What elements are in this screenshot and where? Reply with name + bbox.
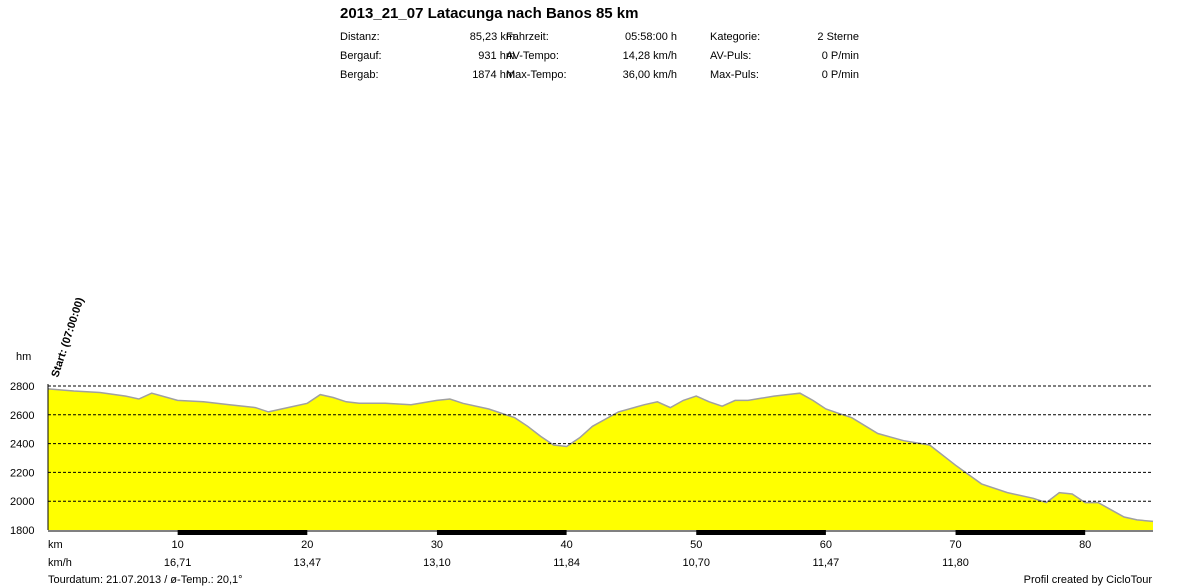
stat-label: Fahrzeit: [506, 31, 549, 43]
speed-label: 11,47 [813, 557, 840, 569]
speed-label: 16,71 [164, 557, 192, 569]
x-tick-label: 30 [431, 539, 443, 551]
stats-block: Distanz: 85,23 km Fahrzeit: 05:58:00 h K… [340, 28, 860, 85]
stat-label: Distanz: [340, 31, 380, 43]
y-tick-label: 1800 [10, 525, 34, 537]
distance-band [177, 530, 308, 535]
stat-value: 0 P/min [821, 50, 859, 62]
speed-label: 13,10 [423, 557, 451, 569]
stat-label: AV-Tempo: [506, 50, 559, 62]
chart-title: 2013_21_07 Latacunga nach Banos 85 km [340, 5, 639, 22]
speed-axis-label: km/h [48, 557, 72, 569]
stat-label: AV-Puls: [710, 50, 752, 62]
y-tick-label: 2600 [10, 410, 34, 422]
stat-value: 85,23 km [469, 31, 515, 43]
y-tick-label: 2800 [10, 381, 34, 393]
start-annotation: Start: (07:00:00) [49, 296, 86, 379]
x-tick-label: 40 [560, 539, 572, 551]
speed-label: 13,47 [294, 557, 322, 569]
stat-value: 14,28 km/h [622, 50, 677, 62]
elevation-area [48, 388, 1153, 530]
stat-value: 05:58:00 h [625, 31, 677, 43]
x-axis-label: km [48, 539, 63, 551]
distance-band [955, 530, 1086, 535]
stat-label: Max-Tempo: [506, 69, 567, 81]
stat-value: 1874 hm [472, 69, 515, 81]
x-tick-label: 70 [949, 539, 961, 551]
created-by-credit: Profil created by CicloTour [1023, 574, 1152, 586]
x-tick-label: 10 [172, 539, 184, 551]
stat-label: Kategorie: [710, 31, 761, 43]
x-tick-label: 60 [820, 539, 832, 551]
y-tick-label: 2200 [10, 467, 34, 479]
x-tick-label: 50 [690, 539, 702, 551]
x-tick-label: 80 [1079, 539, 1091, 551]
tour-date-temp: Tourdatum: 21.07.2013 / ø-Temp.: 20,1° [48, 574, 243, 586]
stat-value: 931 hm [478, 50, 515, 62]
speed-label: 10,70 [682, 557, 710, 569]
y-tick-label: 2400 [10, 439, 34, 451]
y-tick-label: 2000 [10, 496, 34, 508]
stat-value: 2 Sterne [817, 31, 859, 43]
speed-label: 11,84 [553, 557, 580, 569]
stat-label: Bergab: [340, 69, 379, 81]
speed-label: 11,80 [942, 557, 969, 569]
x-tick-label: 20 [301, 539, 313, 551]
stat-label: Max-Puls: [710, 69, 759, 81]
distance-band [696, 530, 826, 535]
elevation-line [47, 388, 1154, 523]
stat-label: Bergauf: [340, 50, 382, 62]
distance-band [436, 530, 567, 535]
stat-value: 0 P/min [821, 69, 859, 81]
stat-value: 36,00 km/h [622, 69, 677, 81]
y-axis-label: hm [16, 351, 31, 363]
